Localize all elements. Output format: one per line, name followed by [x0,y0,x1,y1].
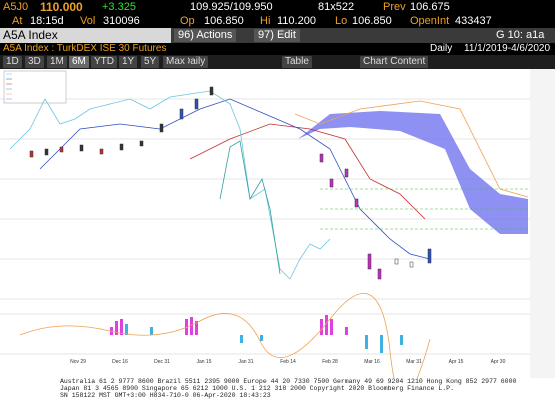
right-axis [530,69,555,378]
footer-line: Australia 61 2 9777 8600 Brazil 5511 239… [60,378,517,385]
stats-row: At 18:15d Vol 310096 Op 106.850 Hi 110.2… [0,14,555,28]
x-tick-label: Nov 29 [70,359,86,365]
size: 81x522 [318,1,355,13]
chart-area: Nov 29 Dec 16 Dec 31 Jan 15 Jan 31 Feb 14 Feb … [0,69,555,378]
x-tick-label: Feb 28 [322,359,338,365]
oi-label: OpenInt [410,15,450,27]
x-tick-label: Jan 15 [196,359,211,365]
period-button[interactable]: 1Y [119,56,138,68]
x-tick-label: Dec 31 [154,359,170,365]
period-button[interactable]: 1M [47,56,67,68]
time-label: At [12,15,23,27]
open-label: Op [180,15,195,27]
prev: 106.675 [410,1,450,13]
low: 106.850 [352,15,392,27]
period-button[interactable]: 3D [25,56,44,68]
lead-line [9,90,331,280]
high: 110.200 [277,15,316,27]
x-tick-label: Dec 16 [112,359,128,365]
period-button[interactable]: 1D [3,56,22,68]
x-tick-label: Feb 14 [280,359,296,365]
signal-line [19,293,431,378]
ichimoku-cloud [298,111,528,234]
time: 18:15d [30,15,64,27]
x-tick-label: Mar 16 [364,359,380,365]
footer-line: SN 158122 MST GMT+3:00 H834-710-0 06-Apr… [60,392,271,399]
period-button[interactable]: YTD [91,56,117,68]
x-tick-label: Jan 31 [238,359,253,365]
ticker: A5J0 [3,1,29,13]
lagging-span [219,140,281,275]
chart-content-button[interactable]: Chart Content [360,56,429,68]
oi: 433437 [455,15,492,27]
date-range: 11/1/2019-4/6/2020 [464,43,551,54]
page-id: G 10: a1a [496,29,545,41]
x-tick-label: Apr 15 [449,359,464,365]
x-tick-label: Mar 31 [406,359,422,365]
chart-background [0,69,555,378]
conversion-line [39,98,431,260]
legend-swatches [6,73,12,100]
actions-menu[interactable]: 96) Actions [174,29,237,42]
vol-label: Vol [80,15,96,27]
period-button[interactable]: 5Y [141,56,160,68]
footer: Australia 61 2 9777 8600 Brazil 5511 239… [0,378,555,400]
security-field[interactable]: A5A Index [0,28,171,43]
button-row: Daily Table Chart Content 1D 3D 1M 6M YTD 1Y 5… [0,55,555,69]
period-button[interactable]: 6M [69,56,89,68]
open: 106.850 [204,15,244,27]
security-title: A5A Index : TurkDEX ISE 30 Futures [3,43,167,54]
bid-ask: 109.925/109.950 [190,1,273,13]
high-label: Hi [260,15,271,27]
frequency: Daily [430,43,453,54]
grid [0,98,530,355]
table-button[interactable]: Table [282,56,312,68]
period-button[interactable]: Max [163,56,188,68]
x-tick-label: Apr 30 [491,359,506,365]
vol: 310096 [103,15,140,27]
legend-box [3,70,67,104]
footer-line: Japan 81 3 4565 8900 Singapore 65 6212 1… [60,385,454,392]
edit-menu[interactable]: 97) Edit [254,29,300,42]
title-row: A5A Index : TurkDEX ISE 30 Futures Daily… [0,43,555,55]
quote-row: A5J0 110.000 +3.325 109.925/109.950 81x5… [0,0,555,14]
low-label: Lo [335,15,348,27]
prev-label: Prev [383,1,406,13]
base-line [189,123,426,220]
change: +3.325 [102,1,136,13]
last-price: 110.000 [40,0,83,14]
candles [29,86,432,280]
x-axis: Nov 29 Dec 16 Dec 31 Jan 15 Jan 31 Feb 14 Feb … [70,359,506,365]
toolbar: A5A Index 96) Actions 97) Edit G 10: a1a [0,28,555,43]
